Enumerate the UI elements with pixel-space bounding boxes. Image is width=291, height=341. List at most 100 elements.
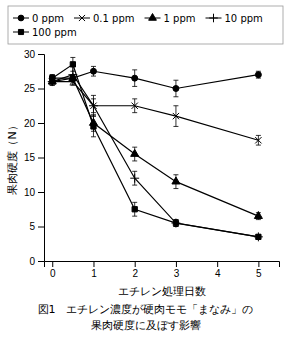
series-line <box>52 75 258 237</box>
x-axis-line <box>45 262 280 268</box>
y-axis-tick-mark <box>38 261 44 262</box>
error-bar <box>173 220 178 227</box>
error-bar <box>70 57 75 71</box>
x-axis-tick-mark <box>93 261 94 267</box>
x-axis-tick-label: 0 <box>50 268 56 279</box>
error-bar <box>50 75 55 82</box>
y-axis-tick-label: 15 <box>24 152 36 163</box>
x-axis-tick-label: 1 <box>91 268 97 279</box>
data-point <box>173 220 178 225</box>
data-point <box>70 62 75 67</box>
data-point <box>130 174 139 183</box>
x-axis-tick: 1 <box>91 261 97 279</box>
error-bar <box>173 106 178 127</box>
chart: 0 ppm 0.1 ppm 1 ppm 10 ppm 100 ppm 0 1 2 3 4 5 0 5 10… <box>0 0 291 341</box>
x-axis-tick-label: 2 <box>132 268 138 279</box>
subtitle: 果肉硬度に及ぼす影響 <box>91 319 201 332</box>
x-axis-tick-mark <box>176 261 177 267</box>
data-point <box>89 101 98 110</box>
x-axis-tick-mark <box>135 261 136 267</box>
legend-entry: 0 ppm <box>13 13 64 24</box>
data-point <box>132 207 137 212</box>
legend-label: 100 ppm <box>32 27 77 38</box>
legend: 0 ppm 0.1 ppm 1 ppm 10 ppm 100 ppm <box>8 6 283 44</box>
data-point <box>91 124 96 129</box>
x-axis: 0 1 2 3 4 5 <box>45 261 280 279</box>
legend-marker <box>18 29 23 34</box>
y-axis-tick-mark <box>38 158 44 159</box>
x-axis-tick-mark <box>258 261 259 267</box>
y-axis-tick-mark <box>38 54 44 55</box>
y-axis-tick: 10 <box>24 187 44 198</box>
y-axis-title: 果肉硬度（N） <box>6 120 19 194</box>
error-bar <box>173 80 178 97</box>
x-axis-tick-mark <box>52 261 53 267</box>
legend-marker <box>209 14 218 23</box>
marks <box>48 57 263 241</box>
x-axis-tick-label: 5 <box>256 268 262 279</box>
legend-marker <box>18 15 24 21</box>
legend-entry: 0.1 ppm <box>74 13 135 24</box>
series <box>48 74 262 220</box>
data-point <box>254 212 262 219</box>
error-bar <box>173 220 178 227</box>
legend-label: 1 ppm <box>164 13 196 24</box>
error-bar <box>132 99 137 113</box>
y-axis-tick-label: 10 <box>24 187 36 198</box>
error-bar <box>91 116 96 137</box>
legend-label: 0 ppm <box>32 13 64 24</box>
y-axis-tick: 0 <box>29 256 44 267</box>
data-point <box>172 177 180 184</box>
data-point <box>254 232 263 241</box>
series-line <box>52 71 258 88</box>
data-point <box>90 68 96 74</box>
x-axis-title: エチレン処理日数 <box>118 285 206 298</box>
y-axis-tick-label: 20 <box>24 118 36 129</box>
error-bar <box>256 235 261 239</box>
data-point <box>132 75 138 81</box>
legend-marker <box>79 15 85 21</box>
y-axis-tick-mark <box>38 89 44 90</box>
y-axis-tick: 20 <box>24 118 44 129</box>
y-axis-tick-label: 0 <box>29 256 35 267</box>
data-point <box>131 149 139 156</box>
y-axis-tick: 5 <box>29 221 44 232</box>
x-axis-tick: 3 <box>174 261 180 279</box>
data-point <box>132 103 138 109</box>
error-bar <box>50 75 55 82</box>
x-axis-tick-mark <box>217 261 218 267</box>
error-bar <box>132 202 137 216</box>
legend-label: 10 ppm <box>225 13 263 24</box>
legend-entry: 100 ppm <box>13 27 77 38</box>
data-point <box>255 72 261 78</box>
legend-marker <box>149 14 157 21</box>
data-point <box>256 234 261 239</box>
plot: 0 1 2 3 4 5 0 5 10 15 20 25 30 <box>24 49 280 279</box>
y-axis-tick-mark <box>38 192 44 193</box>
y-axis-tick: 15 <box>24 152 44 163</box>
data-point <box>255 137 261 143</box>
series <box>48 64 263 241</box>
series <box>49 66 261 96</box>
legend-frame <box>8 6 283 44</box>
legend-entry: 10 ppm <box>206 13 263 24</box>
series-line <box>52 78 258 216</box>
y-axis-tick: 25 <box>24 83 44 94</box>
data-point <box>49 75 55 81</box>
x-axis-tick-label: 4 <box>215 268 221 279</box>
x-axis-tick: 2 <box>132 261 138 279</box>
data-point <box>173 86 179 92</box>
y-axis-tick-label: 5 <box>29 221 35 232</box>
y-axis-line <box>38 55 45 262</box>
y-axis-tick-label: 25 <box>24 83 36 94</box>
data-point <box>173 113 179 119</box>
y-axis-tick: 30 <box>24 49 44 60</box>
legend-entry: 1 ppm <box>145 13 196 24</box>
error-bar <box>256 71 261 78</box>
series-line <box>52 64 258 237</box>
y-axis: 0 5 10 15 20 25 30 <box>24 49 45 267</box>
series <box>50 57 261 239</box>
x-axis-tick: 4 <box>215 261 221 279</box>
error-bar <box>132 70 137 87</box>
y-axis-tick-mark <box>38 123 44 124</box>
